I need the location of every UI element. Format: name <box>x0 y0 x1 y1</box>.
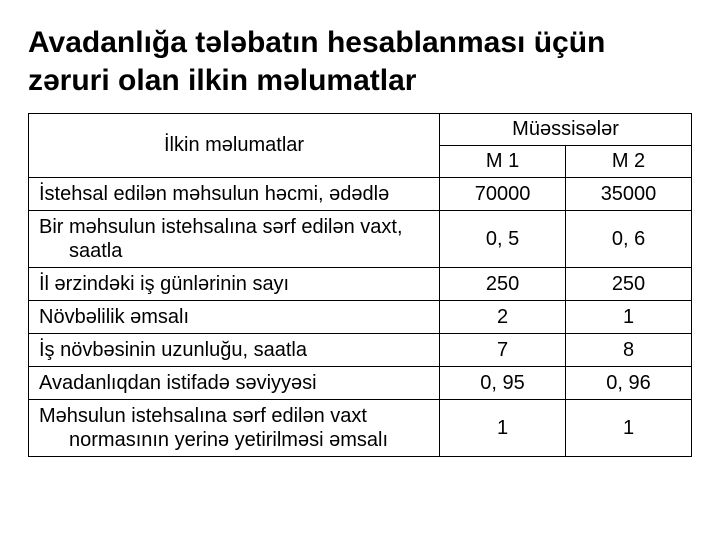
row-label: Növbəlilik əmsalı <box>29 301 440 334</box>
row-label: Avadanlıqdan istifadə səviyyəsi <box>29 367 440 400</box>
row-label-main: Bir məhsulun istehsalına sərf edilən vax… <box>39 216 403 238</box>
cell-m2: 35000 <box>566 178 692 211</box>
table-row: Məhsulun istehsalına sərf edilən vaxt no… <box>29 400 692 457</box>
row-label: Bir məhsulun istehsalına sərf edilən vax… <box>29 211 440 268</box>
table-row: İstehsal edilən məhsulun həcmi, ədədlə 7… <box>29 178 692 211</box>
row-label-main: İstehsal edilən məhsulun həcmi, ədədlə <box>39 183 389 205</box>
header-m2: M 2 <box>566 146 692 178</box>
cell-m1: 7 <box>440 334 566 367</box>
cell-m2: 250 <box>566 268 692 301</box>
cell-m2: 1 <box>566 400 692 457</box>
table-row: Avadanlıqdan istifadə səviyyəsi 0, 95 0,… <box>29 367 692 400</box>
row-label: İstehsal edilən məhsulun həcmi, ədədlə <box>29 178 440 211</box>
table-header-row-1: İlkin məlumatlar Müəssisələr <box>29 114 692 146</box>
table-row: Bir məhsulun istehsalına sərf edilən vax… <box>29 211 692 268</box>
row-label-main: Avadanlıqdan istifadə səviyyəsi <box>39 372 317 394</box>
table-row: Növbəlilik əmsalı 2 1 <box>29 301 692 334</box>
table-row: İş növbəsinin uzunluğu, saatla 7 8 <box>29 334 692 367</box>
row-label-indent: saatla <box>39 239 429 263</box>
cell-m2: 1 <box>566 301 692 334</box>
row-label-main: İl ərzindəki iş günlərinin sayı <box>39 273 289 295</box>
page-title: Avadanlığa tələbatın hesablanması üçün z… <box>28 24 692 99</box>
header-m1: M 1 <box>440 146 566 178</box>
cell-m1: 2 <box>440 301 566 334</box>
cell-m2: 0, 6 <box>566 211 692 268</box>
header-muessiseler: Müəssisələr <box>440 114 692 146</box>
table-row: İl ərzindəki iş günlərinin sayı 250 250 <box>29 268 692 301</box>
row-label-main: İş növbəsinin uzunluğu, saatla <box>39 339 307 361</box>
row-label-main: Məhsulun istehsalına sərf edilən vaxt <box>39 405 367 427</box>
cell-m1: 1 <box>440 400 566 457</box>
row-label: İş növbəsinin uzunluğu, saatla <box>29 334 440 367</box>
row-label: Məhsulun istehsalına sərf edilən vaxt no… <box>29 400 440 457</box>
cell-m2: 8 <box>566 334 692 367</box>
header-ilkin: İlkin məlumatlar <box>29 114 440 178</box>
cell-m1: 0, 95 <box>440 367 566 400</box>
row-label: İl ərzindəki iş günlərinin sayı <box>29 268 440 301</box>
row-label-main: Növbəlilik əmsalı <box>39 306 189 328</box>
data-table: İlkin məlumatlar Müəssisələr M 1 M 2 İst… <box>28 113 692 457</box>
cell-m1: 70000 <box>440 178 566 211</box>
cell-m1: 250 <box>440 268 566 301</box>
row-label-indent: normasının yerinə yetirilməsi əmsalı <box>39 428 429 452</box>
cell-m2: 0, 96 <box>566 367 692 400</box>
cell-m1: 0, 5 <box>440 211 566 268</box>
